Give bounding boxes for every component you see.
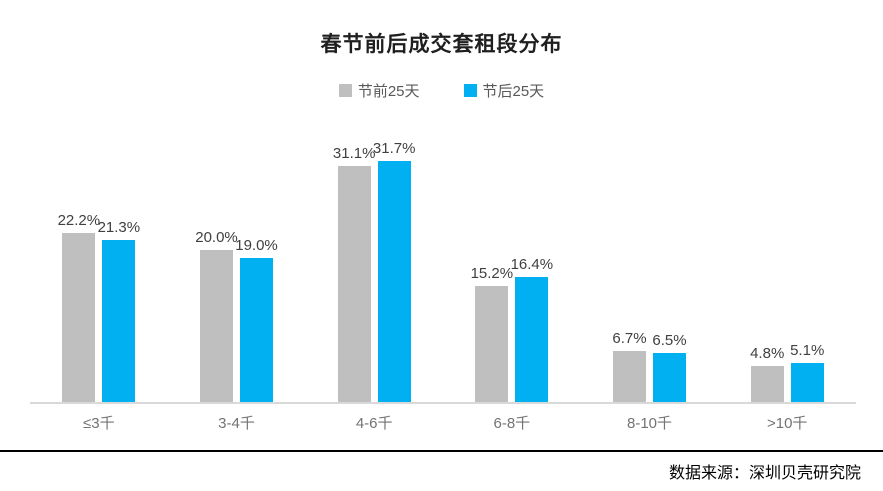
bar-value-label: 16.4%: [510, 256, 554, 274]
bar-column-post: 21.3%: [98, 220, 140, 402]
bar-value-label: 22.2%: [57, 212, 101, 230]
bar-group: 31.1% 31.7%: [305, 141, 443, 402]
bar-value-label: 21.3%: [97, 219, 141, 237]
bar-post: [377, 161, 411, 402]
bar-group: 6.7% 6.5%: [581, 331, 719, 402]
source-attribution: 数据来源：深圳贝壳研究院: [668, 465, 861, 482]
bar-group: 15.2% 16.4%: [443, 257, 581, 402]
legend-swatch-post-icon: [463, 84, 477, 97]
chart-title: 春节前后成交套租段分布: [320, 33, 563, 56]
bar-value-label: 6.7%: [612, 330, 647, 348]
bar-post: [240, 257, 273, 402]
bar-group: 20.0% 19.0%: [168, 230, 306, 402]
bar-pre: [475, 286, 509, 402]
bar-group: 4.8% 5.1%: [718, 343, 856, 402]
legend: 节前25天 节后25天: [0, 80, 883, 101]
bar-group: 22.2% 21.3%: [30, 213, 168, 402]
bar-column-post: 5.1%: [790, 342, 825, 402]
bar-column-pre: 6.7%: [612, 330, 647, 402]
x-axis-label: 8-10千: [627, 415, 673, 432]
bar-value-label: 15.2%: [470, 265, 514, 283]
bar-column-pre: 20.0%: [195, 230, 238, 402]
bar-column-post: 31.7%: [373, 141, 415, 402]
bar-pre: [613, 351, 647, 402]
bar-value-label: 6.5%: [652, 331, 687, 349]
legend-item-post: 节后25天: [463, 80, 545, 101]
bar-value-label: 5.1%: [790, 342, 825, 360]
legend-item-pre: 节前25天: [338, 80, 420, 101]
bar-column-pre: 4.8%: [750, 344, 785, 402]
legend-swatch-pre-icon: [338, 84, 352, 97]
bar-value-label: 19.0%: [235, 236, 278, 254]
plot-area: 22.2% 21.3% 20.0% 19.0% 31.1% 31.7% 15.2% 16.4%…: [30, 141, 856, 404]
x-axis-label: >10千: [766, 415, 808, 432]
bar-column-pre: 22.2%: [58, 213, 100, 402]
x-axis: ≤3千 3-4千 4-6千 6-8千 8-10千 >10千: [30, 412, 856, 433]
legend-label-pre: 节前25天: [357, 83, 420, 100]
legend-label-post: 节后25天: [482, 83, 545, 100]
bar-post: [102, 240, 136, 402]
footer-divider: [0, 450, 883, 452]
bar-column-post: 16.4%: [511, 257, 553, 402]
bar-column-pre: 15.2%: [471, 266, 513, 402]
bar-pre: [750, 365, 784, 402]
bar-pre: [62, 233, 96, 402]
x-axis-label: 4-6千: [355, 415, 393, 432]
bar-pre: [200, 250, 233, 402]
bar-value-label: 20.0%: [195, 229, 238, 246]
bar-value-label: 4.8%: [750, 344, 785, 362]
bar-column-post: 6.5%: [652, 331, 687, 402]
bar-value-label: 31.7%: [372, 140, 416, 158]
bar-post: [653, 352, 687, 402]
bar-pre: [337, 165, 371, 402]
bar-column-post: 19.0%: [235, 238, 278, 402]
bar-post: [790, 363, 824, 402]
bar-post: [515, 277, 549, 402]
bar-value-label: 31.1%: [332, 144, 376, 162]
x-axis-label: 6-8千: [493, 415, 531, 432]
x-axis-label: 3-4千: [218, 415, 255, 432]
x-axis-label: ≤3千: [83, 415, 115, 432]
bar-column-pre: 31.1%: [333, 146, 375, 402]
